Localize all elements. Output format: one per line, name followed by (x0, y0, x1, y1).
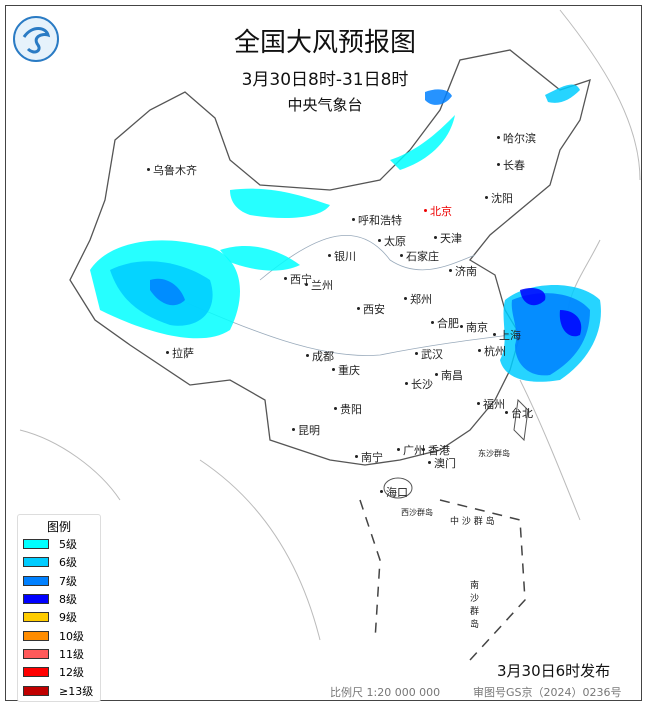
legend-swatch (23, 539, 49, 550)
xisha-islands-label: 西沙群岛 (401, 508, 433, 517)
legend-item: 5级 (23, 535, 100, 553)
wind-area-7级 (150, 278, 185, 306)
legend-swatch (23, 557, 49, 568)
china-border (69, 49, 591, 466)
forecast-period: 3月30日8时-31日8时 (241, 70, 409, 90)
city-label: 杭州 (478, 345, 506, 358)
cma-logo (13, 16, 59, 62)
legend-label: 8级 (59, 593, 77, 607)
taiwan-island (513, 398, 529, 442)
nine-dash-line (359, 499, 526, 661)
city-label: 贵阳 (334, 403, 362, 416)
approval-number: 审图号GS京（2024）0236号 (473, 686, 622, 699)
legend-swatch (23, 630, 49, 641)
wind-area-8级 (520, 288, 582, 337)
issue-time: 3月30日6时发布 (497, 662, 611, 680)
wind-area-5级 (230, 188, 330, 218)
city-label: 太原 (378, 235, 406, 248)
city-label: 乌鲁木齐 (147, 164, 197, 177)
legend-label: 10级 (59, 629, 84, 643)
legend-label: ≥13级 (59, 684, 94, 698)
legend-swatch (23, 594, 49, 605)
city-label: 澳门 (428, 457, 456, 470)
wind-area-7级 (425, 89, 452, 105)
city-label: 福州 (477, 398, 505, 411)
legend-label: 5级 (59, 538, 77, 552)
city-label: 济南 (449, 265, 477, 278)
legend-label: 9级 (59, 611, 77, 625)
city-label: 郑州 (404, 293, 432, 306)
city-label: 成都 (306, 350, 334, 363)
city-label: 广州 (397, 444, 425, 457)
legend-item: 9级 (23, 608, 100, 626)
wind-area-6级 (545, 84, 580, 103)
city-label: 重庆 (332, 364, 360, 377)
nansha-islands-label: 南 沙 群 岛 (470, 581, 480, 630)
zhongsha-islands-label: 中 沙 群 岛 (450, 517, 495, 527)
city-label: 武汉 (415, 348, 443, 361)
yangtze-river (179, 299, 511, 356)
legend-item: 12级 (23, 663, 100, 681)
legend-swatch (23, 685, 49, 696)
legend-item: 6级 (23, 553, 100, 571)
city-label: 香港 (422, 444, 450, 457)
legend-item: 7级 (23, 572, 100, 590)
legend-swatch (23, 575, 49, 586)
legend-label: 11级 (59, 647, 84, 661)
legend-item: 11级 (23, 645, 100, 663)
city-label: 拉萨 (166, 347, 194, 360)
wind-area-5级 (220, 245, 300, 271)
city-label: 哈尔滨 (497, 132, 536, 145)
issuer: 中央气象台 (287, 96, 363, 114)
legend-swatch (23, 648, 49, 659)
city-label: 西安 (357, 303, 385, 316)
city-label: 南昌 (435, 369, 463, 382)
city-label: 银川 (328, 250, 356, 263)
legend-swatch (23, 667, 49, 678)
city-label: 台北 (505, 407, 533, 420)
hainan-island (383, 477, 413, 499)
city-label: 兰州 (305, 279, 333, 292)
city-label: 昆明 (292, 424, 320, 437)
legend-label: 6级 (59, 556, 77, 570)
dongsha-islands-label: 东沙群岛 (478, 449, 510, 458)
legend-label: 12级 (59, 666, 84, 680)
legend-item: 10级 (23, 626, 100, 644)
city-label: 沈阳 (485, 192, 513, 205)
map-frame (5, 5, 642, 701)
wind-area-5级 (390, 115, 455, 170)
legend: 图例 5级 6级 7级 8级 9级 10级 11级 12级 ≥13级 (17, 514, 101, 702)
legend-item: ≥13级 (23, 681, 100, 699)
legend-title: 图例 (46, 520, 71, 534)
city-label: 南京 (460, 321, 488, 334)
city-label: 呼和浩特 (352, 214, 402, 227)
legend-swatch (23, 612, 49, 623)
map-title: 全国大风预报图 (233, 28, 416, 58)
city-label: 天津 (434, 232, 462, 245)
city-label: 长沙 (405, 378, 433, 391)
legend-item: 8级 (23, 590, 100, 608)
city-label: 上海 (493, 329, 521, 342)
city-label: 南宁 (355, 451, 383, 464)
city-label: 海口 (380, 486, 408, 499)
city-label: 长春 (497, 159, 525, 172)
legend-label: 7级 (59, 574, 77, 588)
yellow-river (259, 234, 476, 281)
city-label: 西宁 (284, 273, 312, 286)
city-label: 合肥 (431, 317, 459, 330)
city-label: 北京 (424, 205, 452, 218)
city-label: 石家庄 (400, 250, 439, 263)
scale-text: 比例尺 1:20 000 000 (330, 686, 441, 699)
